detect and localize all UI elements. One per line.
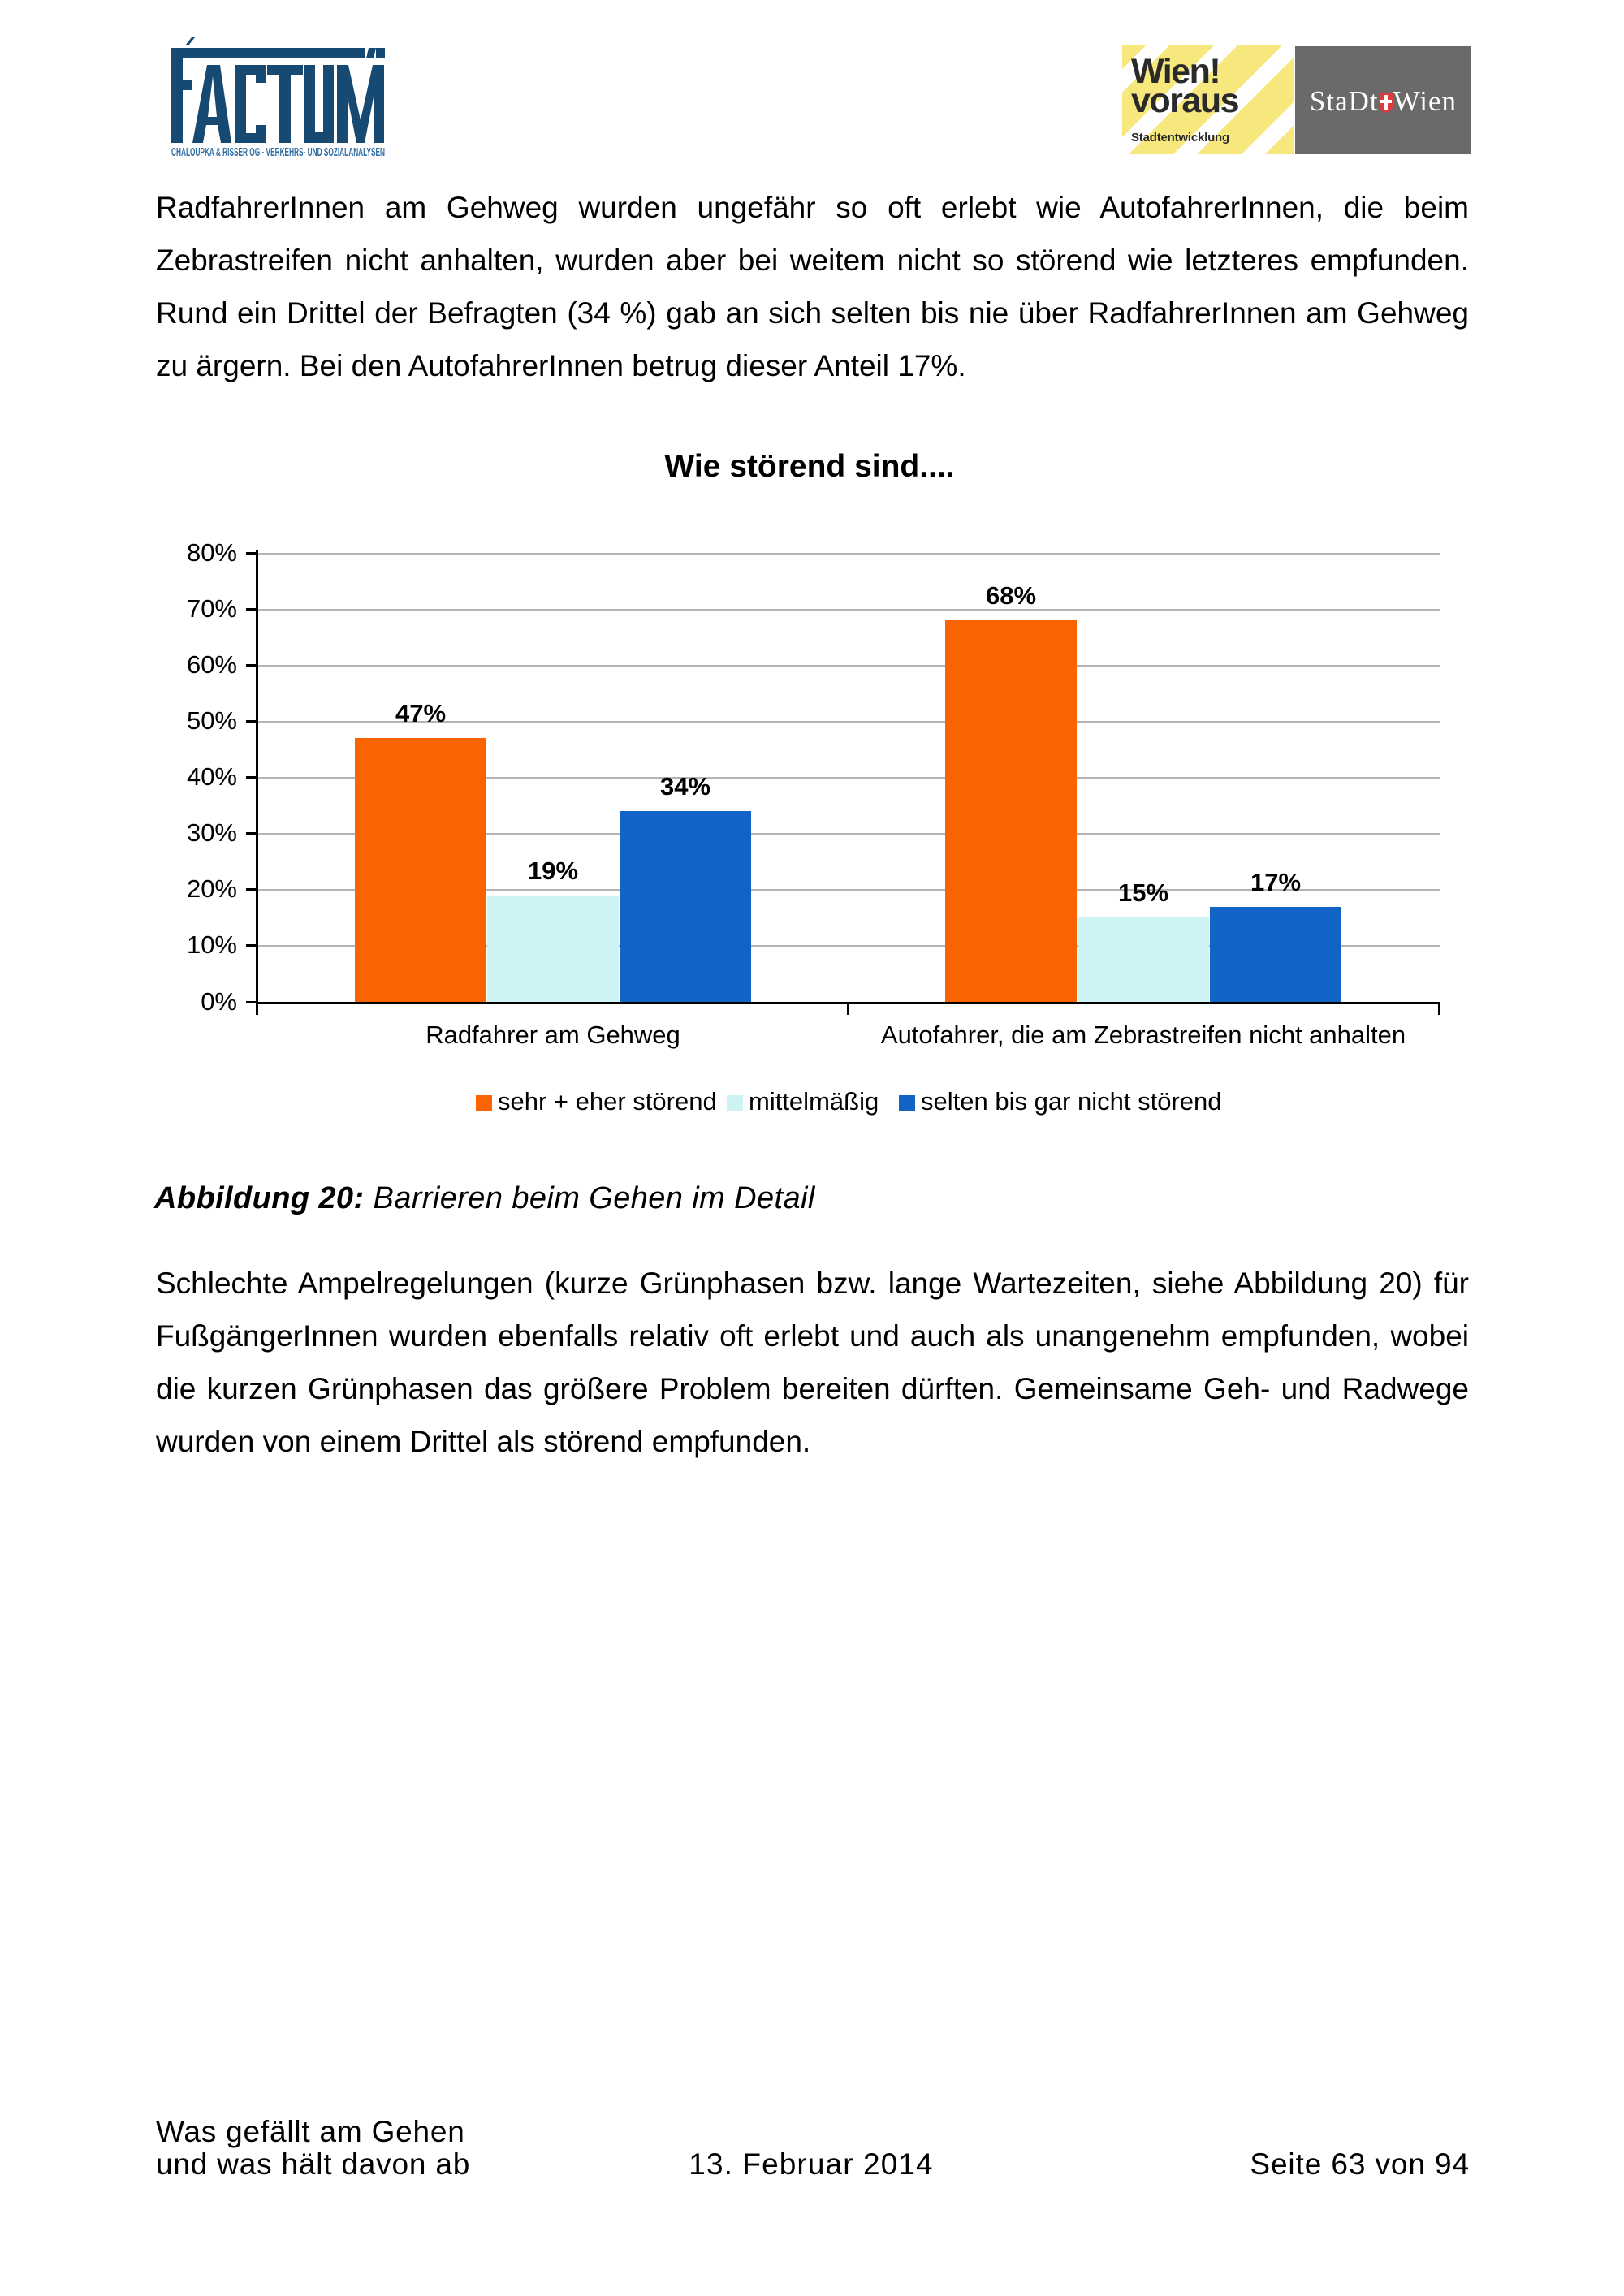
svg-text:CHALOUPKA & RISSER OG - VERKEH: CHALOUPKA & RISSER OG - VERKEHRS- UND SO… [171, 145, 385, 159]
